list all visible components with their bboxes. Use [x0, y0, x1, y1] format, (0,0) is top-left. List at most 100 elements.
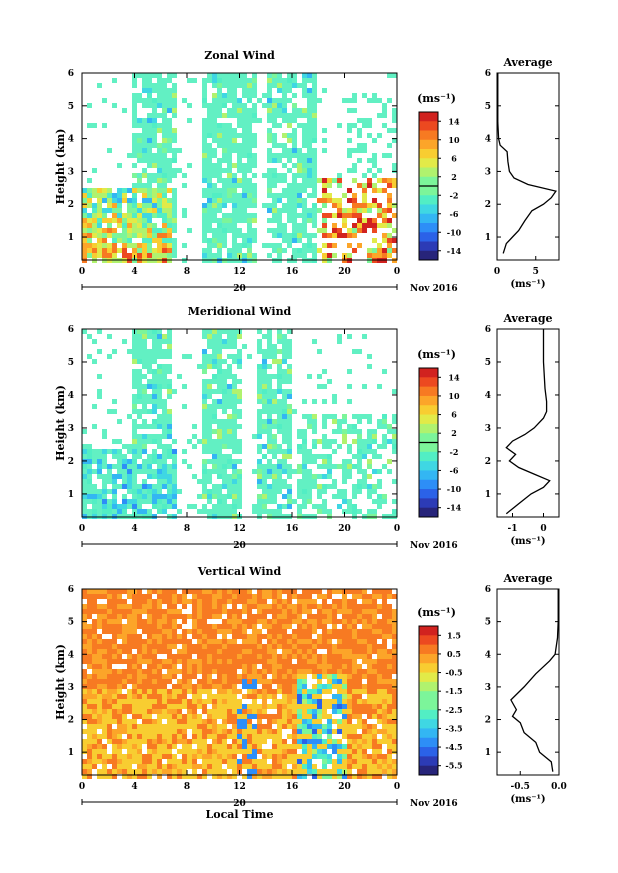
- heatmap-cell: [227, 649, 232, 654]
- heatmap-cell: [167, 624, 172, 629]
- heatmap-cell: [267, 183, 272, 188]
- heatmap-cell: [227, 464, 232, 469]
- heatmap-cell: [247, 138, 252, 143]
- heatmap-cell: [97, 619, 102, 624]
- heatmap-cell: [167, 118, 172, 123]
- heatmap-cell: [132, 704, 137, 709]
- heatmap-cell: [87, 659, 92, 664]
- heatmap-cell: [207, 694, 212, 699]
- heatmap-cell: [157, 173, 162, 178]
- heatmap-cell: [367, 444, 372, 449]
- heatmap-cell: [292, 704, 297, 709]
- heatmap-cell: [137, 138, 142, 143]
- heatmap-cell: [152, 669, 157, 674]
- heatmap-cell: [282, 228, 287, 233]
- heatmap-cell: [242, 118, 247, 123]
- heatmap-cell: [377, 709, 382, 714]
- heatmap-cell: [157, 589, 162, 594]
- heatmap-cell: [162, 138, 167, 143]
- heatmap-cell: [167, 674, 172, 679]
- heatmap-cell: [277, 213, 282, 218]
- heatmap-cell: [257, 434, 262, 439]
- heatmap-cell: [307, 714, 312, 719]
- colorbar-swatch: [419, 149, 438, 159]
- heatmap-cell: [227, 664, 232, 669]
- profile-title: Average: [502, 572, 552, 585]
- heatmap-cell: [157, 774, 162, 779]
- heatmap-cell: [227, 138, 232, 143]
- heatmap-cell: [212, 83, 217, 88]
- heatmap-cell: [282, 469, 287, 474]
- heatmap-cell: [242, 629, 247, 634]
- heatmap-cell: [87, 479, 92, 484]
- heatmap-cell: [272, 714, 277, 719]
- heatmap-cell: [272, 474, 277, 479]
- heatmap-cell: [387, 178, 392, 183]
- colorbar-tick-label: 1.5: [447, 630, 461, 640]
- heatmap-cell: [82, 694, 87, 699]
- heatmap-cell: [147, 208, 152, 213]
- heatmap-cell: [252, 689, 257, 694]
- heatmap-cell: [132, 484, 137, 489]
- heatmap-cell: [372, 429, 377, 434]
- heatmap-cell: [267, 389, 272, 394]
- heatmap-cell: [367, 158, 372, 163]
- heatmap-cell: [282, 83, 287, 88]
- heatmap-cell: [332, 604, 337, 609]
- heatmap-cell: [197, 699, 202, 704]
- heatmap-cell: [207, 754, 212, 759]
- heatmap-cell: [222, 198, 227, 203]
- heatmap-cell: [187, 163, 192, 168]
- heatmap-cell: [277, 664, 282, 669]
- heatmap-cell: [97, 749, 102, 754]
- heatmap-cell: [142, 724, 147, 729]
- heatmap-cell: [292, 589, 297, 594]
- heatmap-cell: [102, 689, 107, 694]
- heatmap-cell: [167, 599, 172, 604]
- heatmap-cell: [272, 664, 277, 669]
- heatmap-cell: [152, 359, 157, 364]
- heatmap-cell: [222, 203, 227, 208]
- heatmap-cell: [127, 614, 132, 619]
- heatmap-cell: [277, 329, 282, 334]
- heatmap-cell: [157, 634, 162, 639]
- heatmap-cell: [102, 434, 107, 439]
- colorbar-swatch: [419, 223, 438, 233]
- heatmap-cell: [172, 208, 177, 213]
- heatmap-cell: [232, 439, 237, 444]
- heatmap-cell: [247, 604, 252, 609]
- heatmap-cell: [367, 639, 372, 644]
- heatmap-cell: [217, 649, 222, 654]
- heatmap-cell: [277, 504, 282, 509]
- heatmap-cell: [267, 469, 272, 474]
- heatmap-cell: [327, 178, 332, 183]
- heatmap-cell: [187, 709, 192, 714]
- heatmap-cell: [267, 394, 272, 399]
- heatmap-cell: [107, 734, 112, 739]
- heatmap-cell: [287, 444, 292, 449]
- heatmap-cell: [347, 138, 352, 143]
- heatmap-cell: [162, 98, 167, 103]
- heatmap-cell: [297, 183, 302, 188]
- heatmap-cell: [147, 599, 152, 604]
- heatmap-cell: [302, 143, 307, 148]
- heatmap-cell: [237, 739, 242, 744]
- heatmap-cell: [142, 594, 147, 599]
- heatmap-cell: [322, 609, 327, 614]
- heatmap-cell: [247, 764, 252, 769]
- heatmap-cell: [292, 238, 297, 243]
- colorbar-tick-label: -2: [450, 447, 459, 457]
- heatmap-cell: [297, 704, 302, 709]
- x-tick-label: 4: [131, 524, 137, 534]
- heatmap-cell: [102, 188, 107, 193]
- heatmap-cell: [272, 108, 277, 113]
- heatmap-cell: [252, 188, 257, 193]
- heatmap-cell: [147, 223, 152, 228]
- heatmap-cell: [222, 749, 227, 754]
- heatmap-cell: [377, 178, 382, 183]
- heatmap-cell: [117, 233, 122, 238]
- heatmap-cell: [297, 223, 302, 228]
- heatmap-cell: [322, 729, 327, 734]
- heatmap-cell: [312, 138, 317, 143]
- heatmap-cell: [327, 704, 332, 709]
